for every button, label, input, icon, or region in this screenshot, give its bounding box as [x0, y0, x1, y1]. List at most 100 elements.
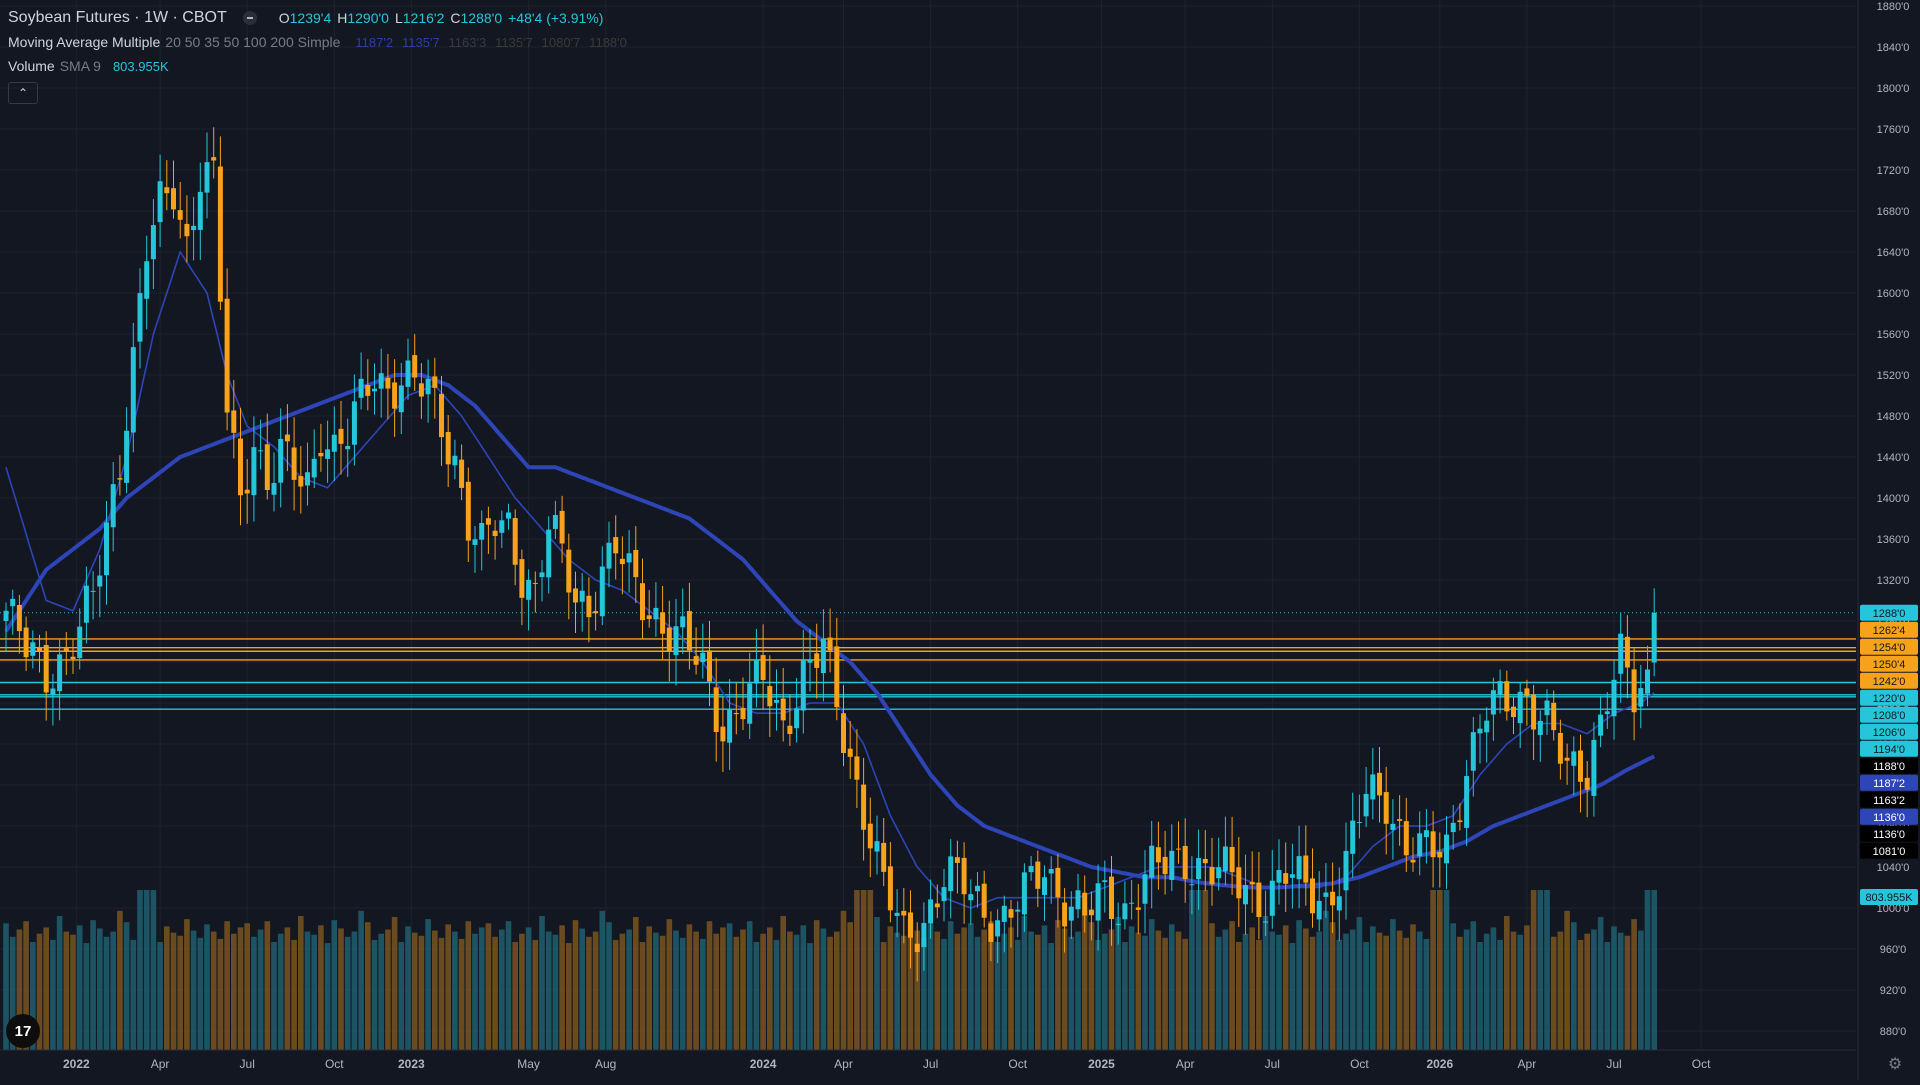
candle-body: [1363, 793, 1369, 817]
candle-body: [251, 447, 257, 496]
volume-bar: [1048, 943, 1054, 1050]
volume-bar: [1611, 926, 1617, 1050]
candle-body: [579, 590, 585, 602]
volume-bar: [512, 942, 518, 1050]
volume-bar: [1229, 921, 1235, 1050]
candle-body: [774, 700, 779, 703]
volume-bar: [110, 931, 116, 1050]
price-label-text: 1208'0: [1873, 710, 1906, 722]
volume-bar: [204, 924, 210, 1050]
volume-bar: [633, 917, 639, 1050]
candle-body: [197, 191, 203, 230]
price-label-badge: [1860, 774, 1918, 791]
volume-bar: [1102, 933, 1108, 1050]
volume-bar: [793, 934, 800, 1050]
candle-body: [459, 459, 465, 488]
price-label-badge: [1860, 825, 1918, 842]
candle-body: [492, 530, 498, 537]
candle-body: [834, 646, 840, 708]
time-tick-label: 2025: [1088, 1057, 1115, 1071]
candle-body: [506, 512, 511, 519]
volume-indicator-row[interactable]: Volume SMA 9 803.955K: [8, 54, 627, 78]
candle-body: [1216, 867, 1222, 879]
candle-body: [1095, 883, 1101, 921]
candle-body: [887, 866, 893, 911]
volume-bar: [344, 936, 351, 1050]
candle-body: [43, 644, 49, 693]
volume-bar: [224, 921, 230, 1050]
candle-body: [351, 401, 357, 445]
chevron-up-icon: ⌃: [17, 86, 29, 100]
candle-body: [150, 225, 156, 260]
volume-bar: [472, 933, 478, 1050]
candle-body: [144, 261, 150, 299]
volume-bar: [606, 922, 612, 1050]
volume-bar: [1001, 933, 1008, 1050]
price-tick-label: 960'0: [1880, 944, 1907, 956]
volume-bar: [1349, 929, 1356, 1050]
tradingview-logo[interactable]: 17: [6, 1014, 40, 1048]
candle-body: [1410, 859, 1416, 863]
candles: [3, 127, 1657, 982]
candle-body: [1484, 720, 1490, 733]
candle-body: [1129, 902, 1135, 904]
volume-bar: [103, 936, 110, 1050]
ma-indicator-values: 1187'2 1135'7 1163'3 1135'7 1080'7 1188'…: [350, 34, 626, 50]
volume-bar: [941, 938, 947, 1050]
candle-body: [680, 616, 686, 628]
candle-body: [284, 434, 290, 442]
ma-indicator-row[interactable]: Moving Average Multiple 20 50 35 50 100 …: [8, 30, 627, 54]
candle-body: [841, 713, 846, 753]
price-label-text: 1254'0: [1873, 642, 1906, 654]
candle-body: [1551, 702, 1557, 731]
volume-bar: [311, 934, 317, 1050]
volume-bar: [974, 936, 981, 1050]
price-label-text: 1206'0: [1873, 727, 1906, 739]
candle-body: [465, 481, 471, 541]
price-label-text: 1081'0: [1873, 846, 1906, 858]
volume-bar: [800, 925, 807, 1050]
volume-bar: [961, 927, 967, 1050]
candle-body: [258, 450, 264, 452]
volume-bar: [23, 921, 29, 1050]
volume-bar: [304, 931, 311, 1050]
candle-body: [238, 438, 243, 496]
candle-body: [1149, 845, 1155, 878]
time-tick-label: Aug: [595, 1057, 616, 1071]
volume-bar: [733, 936, 740, 1050]
candle-body: [861, 784, 867, 830]
candle-body: [546, 529, 552, 578]
symbol-title[interactable]: Soybean Futures · 1W · CBOT: [8, 9, 227, 26]
candle-body: [1162, 856, 1168, 875]
volume-bar: [170, 932, 177, 1050]
price-label-text: 803.955K: [1865, 892, 1913, 904]
volume-bar: [1202, 890, 1209, 1050]
candle-body: [445, 431, 451, 465]
time-tick-label: Jul: [1606, 1057, 1621, 1071]
candle-body: [1289, 874, 1295, 878]
volume-bar: [318, 925, 324, 1050]
candle-body: [1008, 909, 1014, 918]
volume-bar: [351, 931, 358, 1050]
candle-body: [372, 388, 377, 392]
volume-bar: [411, 932, 418, 1050]
volume-bar: [56, 916, 63, 1050]
volume-bar: [177, 935, 183, 1050]
ma-value-1: 1187'2: [355, 35, 394, 50]
volume-bar: [231, 933, 237, 1050]
candle-body: [606, 542, 612, 569]
gear-icon[interactable]: ⚙: [1887, 1056, 1903, 1073]
candle-body: [760, 655, 766, 680]
volume-bar: [1497, 939, 1503, 1050]
candle-body: [941, 887, 947, 902]
candle-body: [1591, 739, 1597, 796]
hide-icon[interactable]: [242, 11, 257, 25]
collapse-legend-button[interactable]: ⌃: [8, 82, 38, 104]
candle-body: [311, 458, 317, 478]
candle-body: [707, 650, 712, 682]
candle-body: [693, 656, 699, 665]
volume-bar: [1477, 942, 1483, 1050]
volume-bar: [157, 942, 163, 1050]
